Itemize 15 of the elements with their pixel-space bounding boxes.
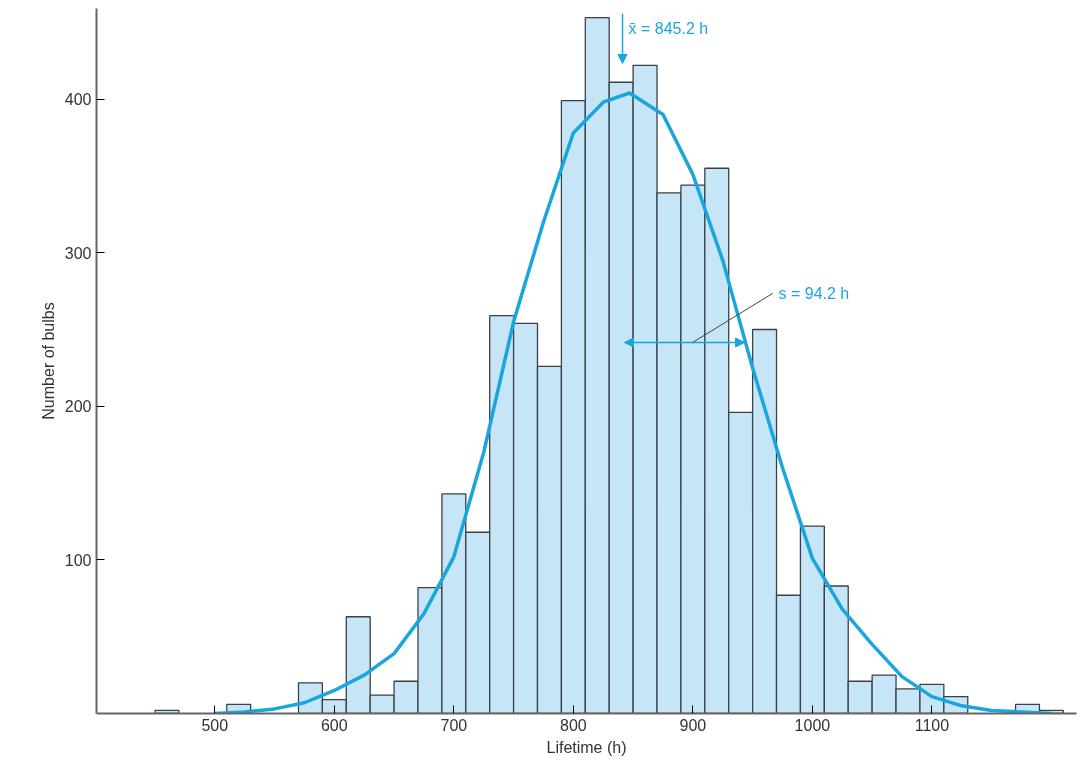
y-axis-title: Number of bulbs: [39, 302, 57, 420]
x-tick-label: 900: [679, 716, 707, 734]
annotation: x̄ = 845.2 h: [628, 20, 709, 37]
x-tick-label: 600: [320, 716, 348, 734]
x-tick-label: 500: [201, 716, 229, 734]
x-tick-label: 1100: [914, 716, 950, 734]
y-tick-label: 200: [64, 398, 92, 416]
x-tick-label: 1000: [794, 716, 831, 734]
y-tick-label: 100: [64, 551, 92, 569]
x-tick-label: 800: [560, 716, 587, 734]
y-tick-label: 400: [64, 91, 92, 109]
annotation: s = 94.2 h: [778, 285, 850, 302]
x-tick-label: 700: [440, 716, 468, 734]
y-tick-label: 300: [64, 244, 92, 262]
x-axis-title: Lifetime (h): [546, 738, 627, 756]
